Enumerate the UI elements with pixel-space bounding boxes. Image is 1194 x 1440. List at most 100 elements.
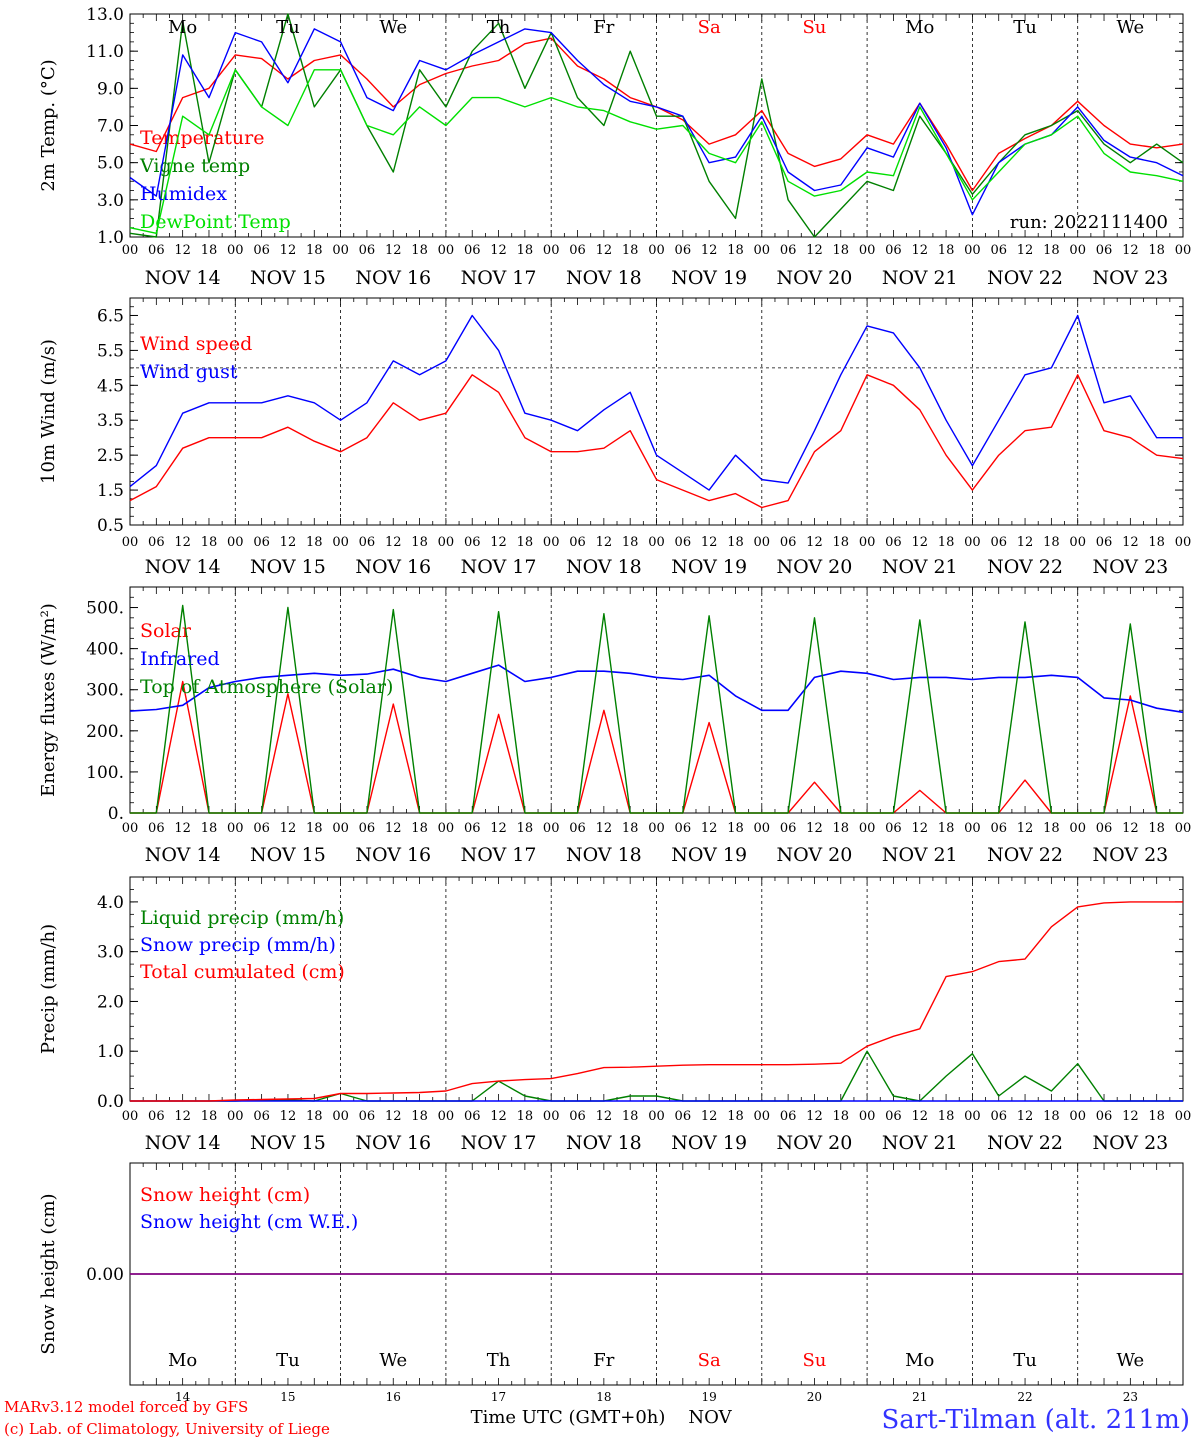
- hour-tick-label: 12: [911, 535, 928, 550]
- day-of-week-label: Fr: [593, 1350, 614, 1371]
- date-label: NOV 16: [355, 556, 431, 578]
- hour-tick-label: 00: [227, 821, 244, 836]
- hour-tick-label: 12: [806, 535, 823, 550]
- hour-tick-label: 18: [306, 535, 323, 550]
- hour-tick-label: 18: [517, 243, 534, 258]
- hour-tick-label: 00: [1069, 821, 1086, 836]
- chart-panel-3: 500. 400. 300. 200. 100. 0. Energy fluxes (W/m…: [38, 586, 1192, 866]
- legend-entry: Total cumulated (cm): [140, 961, 345, 983]
- legend-entry: Temperature: [140, 127, 264, 149]
- x-axis-title: Time UTC (GMT+0h): [471, 1407, 666, 1428]
- hour-tick-label: 00: [227, 1109, 244, 1124]
- hour-tick-label: 06: [569, 821, 586, 836]
- y-axis-label: 2m Temp. (°C): [38, 59, 59, 191]
- series-line: [130, 604, 1183, 814]
- hour-tick-label: 12: [280, 1109, 297, 1124]
- hour-tick-label: 06: [359, 1109, 376, 1124]
- hour-tick-label: 06: [148, 821, 165, 836]
- date-label: NOV 21: [882, 1132, 958, 1154]
- hour-tick-label: 12: [280, 535, 297, 550]
- hour-tick-label: 06: [780, 535, 797, 550]
- hour-tick-label: 12: [911, 1109, 928, 1124]
- day-of-week-label: Mo: [905, 1350, 934, 1371]
- day-of-week-label: Su: [802, 1350, 826, 1371]
- date-label: NOV 19: [671, 267, 747, 289]
- hour-tick-label: 06: [359, 821, 376, 836]
- y-tick-label: 1.0: [97, 1042, 124, 1062]
- y-axis-label: Snow height (cm): [38, 1193, 59, 1354]
- hour-tick-label: 06: [780, 243, 797, 258]
- legend-entry: DewPoint Temp: [140, 211, 291, 233]
- hour-tick-label: 12: [806, 243, 823, 258]
- hour-tick-label: 06: [569, 1109, 586, 1124]
- hour-tick-label: 06: [675, 1109, 692, 1124]
- hour-tick-label: 00: [648, 535, 665, 550]
- date-label: NOV 20: [777, 267, 853, 289]
- hour-tick-label: 00: [1175, 535, 1192, 550]
- day-number-label: 15: [280, 1390, 295, 1404]
- hour-tick-label: 12: [701, 243, 718, 258]
- day-of-week-label: Fr: [593, 17, 614, 38]
- hour-tick-label: 12: [596, 535, 613, 550]
- date-label: NOV 23: [1092, 1132, 1168, 1154]
- date-label: NOV 14: [145, 1132, 221, 1154]
- day-number-label: 20: [807, 1390, 822, 1404]
- hour-tick-label: 00: [1069, 535, 1086, 550]
- day-of-week-label: Sa: [698, 17, 721, 38]
- date-label: NOV 21: [882, 556, 958, 578]
- hour-tick-label: 18: [1043, 1109, 1060, 1124]
- hour-tick-label: 18: [833, 535, 850, 550]
- legend-entry: Wind gust: [140, 361, 238, 383]
- day-number-label: 21: [912, 1390, 927, 1404]
- hour-tick-label: 18: [1043, 535, 1060, 550]
- hour-tick-label: 12: [385, 821, 402, 836]
- y-tick-label: 2.0: [97, 992, 124, 1012]
- y-tick-label: 6.5: [97, 306, 124, 326]
- hour-tick-label: 12: [385, 535, 402, 550]
- credits-model: MARv3.12 model forced by GFS: [4, 1398, 248, 1416]
- hour-tick-label: 00: [543, 535, 560, 550]
- hour-tick-label: 18: [411, 821, 428, 836]
- hour-tick-label: 06: [780, 821, 797, 836]
- hour-tick-label: 00: [1175, 821, 1192, 836]
- hour-tick-label: 00: [964, 243, 981, 258]
- hour-tick-label: 00: [1175, 1109, 1192, 1124]
- date-label: NOV 23: [1092, 844, 1168, 866]
- day-of-week-label: Mo: [905, 17, 934, 38]
- hour-tick-label: 06: [569, 243, 586, 258]
- date-label: NOV 15: [250, 844, 326, 866]
- series-line: [129, 374, 1184, 509]
- date-label: NOV 22: [987, 844, 1063, 866]
- y-tick-label: 0.0: [97, 1092, 124, 1112]
- day-of-week-label: Su: [802, 17, 826, 38]
- day-of-week-label: Sa: [698, 1350, 721, 1371]
- hour-tick-label: 00: [754, 821, 771, 836]
- hour-tick-label: 06: [990, 243, 1007, 258]
- hour-tick-label: 18: [938, 821, 955, 836]
- y-tick-label: 3.0: [97, 191, 124, 211]
- day-of-week-label: Tu: [276, 1350, 300, 1371]
- date-label: NOV 18: [566, 556, 642, 578]
- date-label: NOV 18: [566, 267, 642, 289]
- hour-tick-label: 00: [859, 535, 876, 550]
- day-of-week-label: We: [1117, 1350, 1145, 1371]
- hour-tick-label: 00: [543, 243, 560, 258]
- hour-tick-label: 00: [438, 1109, 455, 1124]
- hour-tick-label: 18: [622, 535, 639, 550]
- day-of-week-label: Mo: [168, 17, 197, 38]
- day-number-label: 17: [491, 1390, 506, 1404]
- y-tick-label: 5.0: [97, 154, 124, 174]
- hour-tick-label: 12: [1017, 821, 1034, 836]
- hour-tick-label: 06: [569, 535, 586, 550]
- hour-tick-label: 18: [727, 1109, 744, 1124]
- y-tick-label: 500.: [86, 599, 124, 619]
- y-tick-label: 2.5: [97, 446, 124, 466]
- hour-tick-label: 06: [253, 821, 270, 836]
- legend-entry: Snow height (cm): [140, 1184, 310, 1206]
- legend-entry: Liquid precip (mm/h): [140, 907, 344, 929]
- date-label: NOV 20: [777, 844, 853, 866]
- date-label: NOV 16: [355, 267, 431, 289]
- hour-tick-label: 12: [596, 821, 613, 836]
- hour-tick-label: 06: [464, 821, 481, 836]
